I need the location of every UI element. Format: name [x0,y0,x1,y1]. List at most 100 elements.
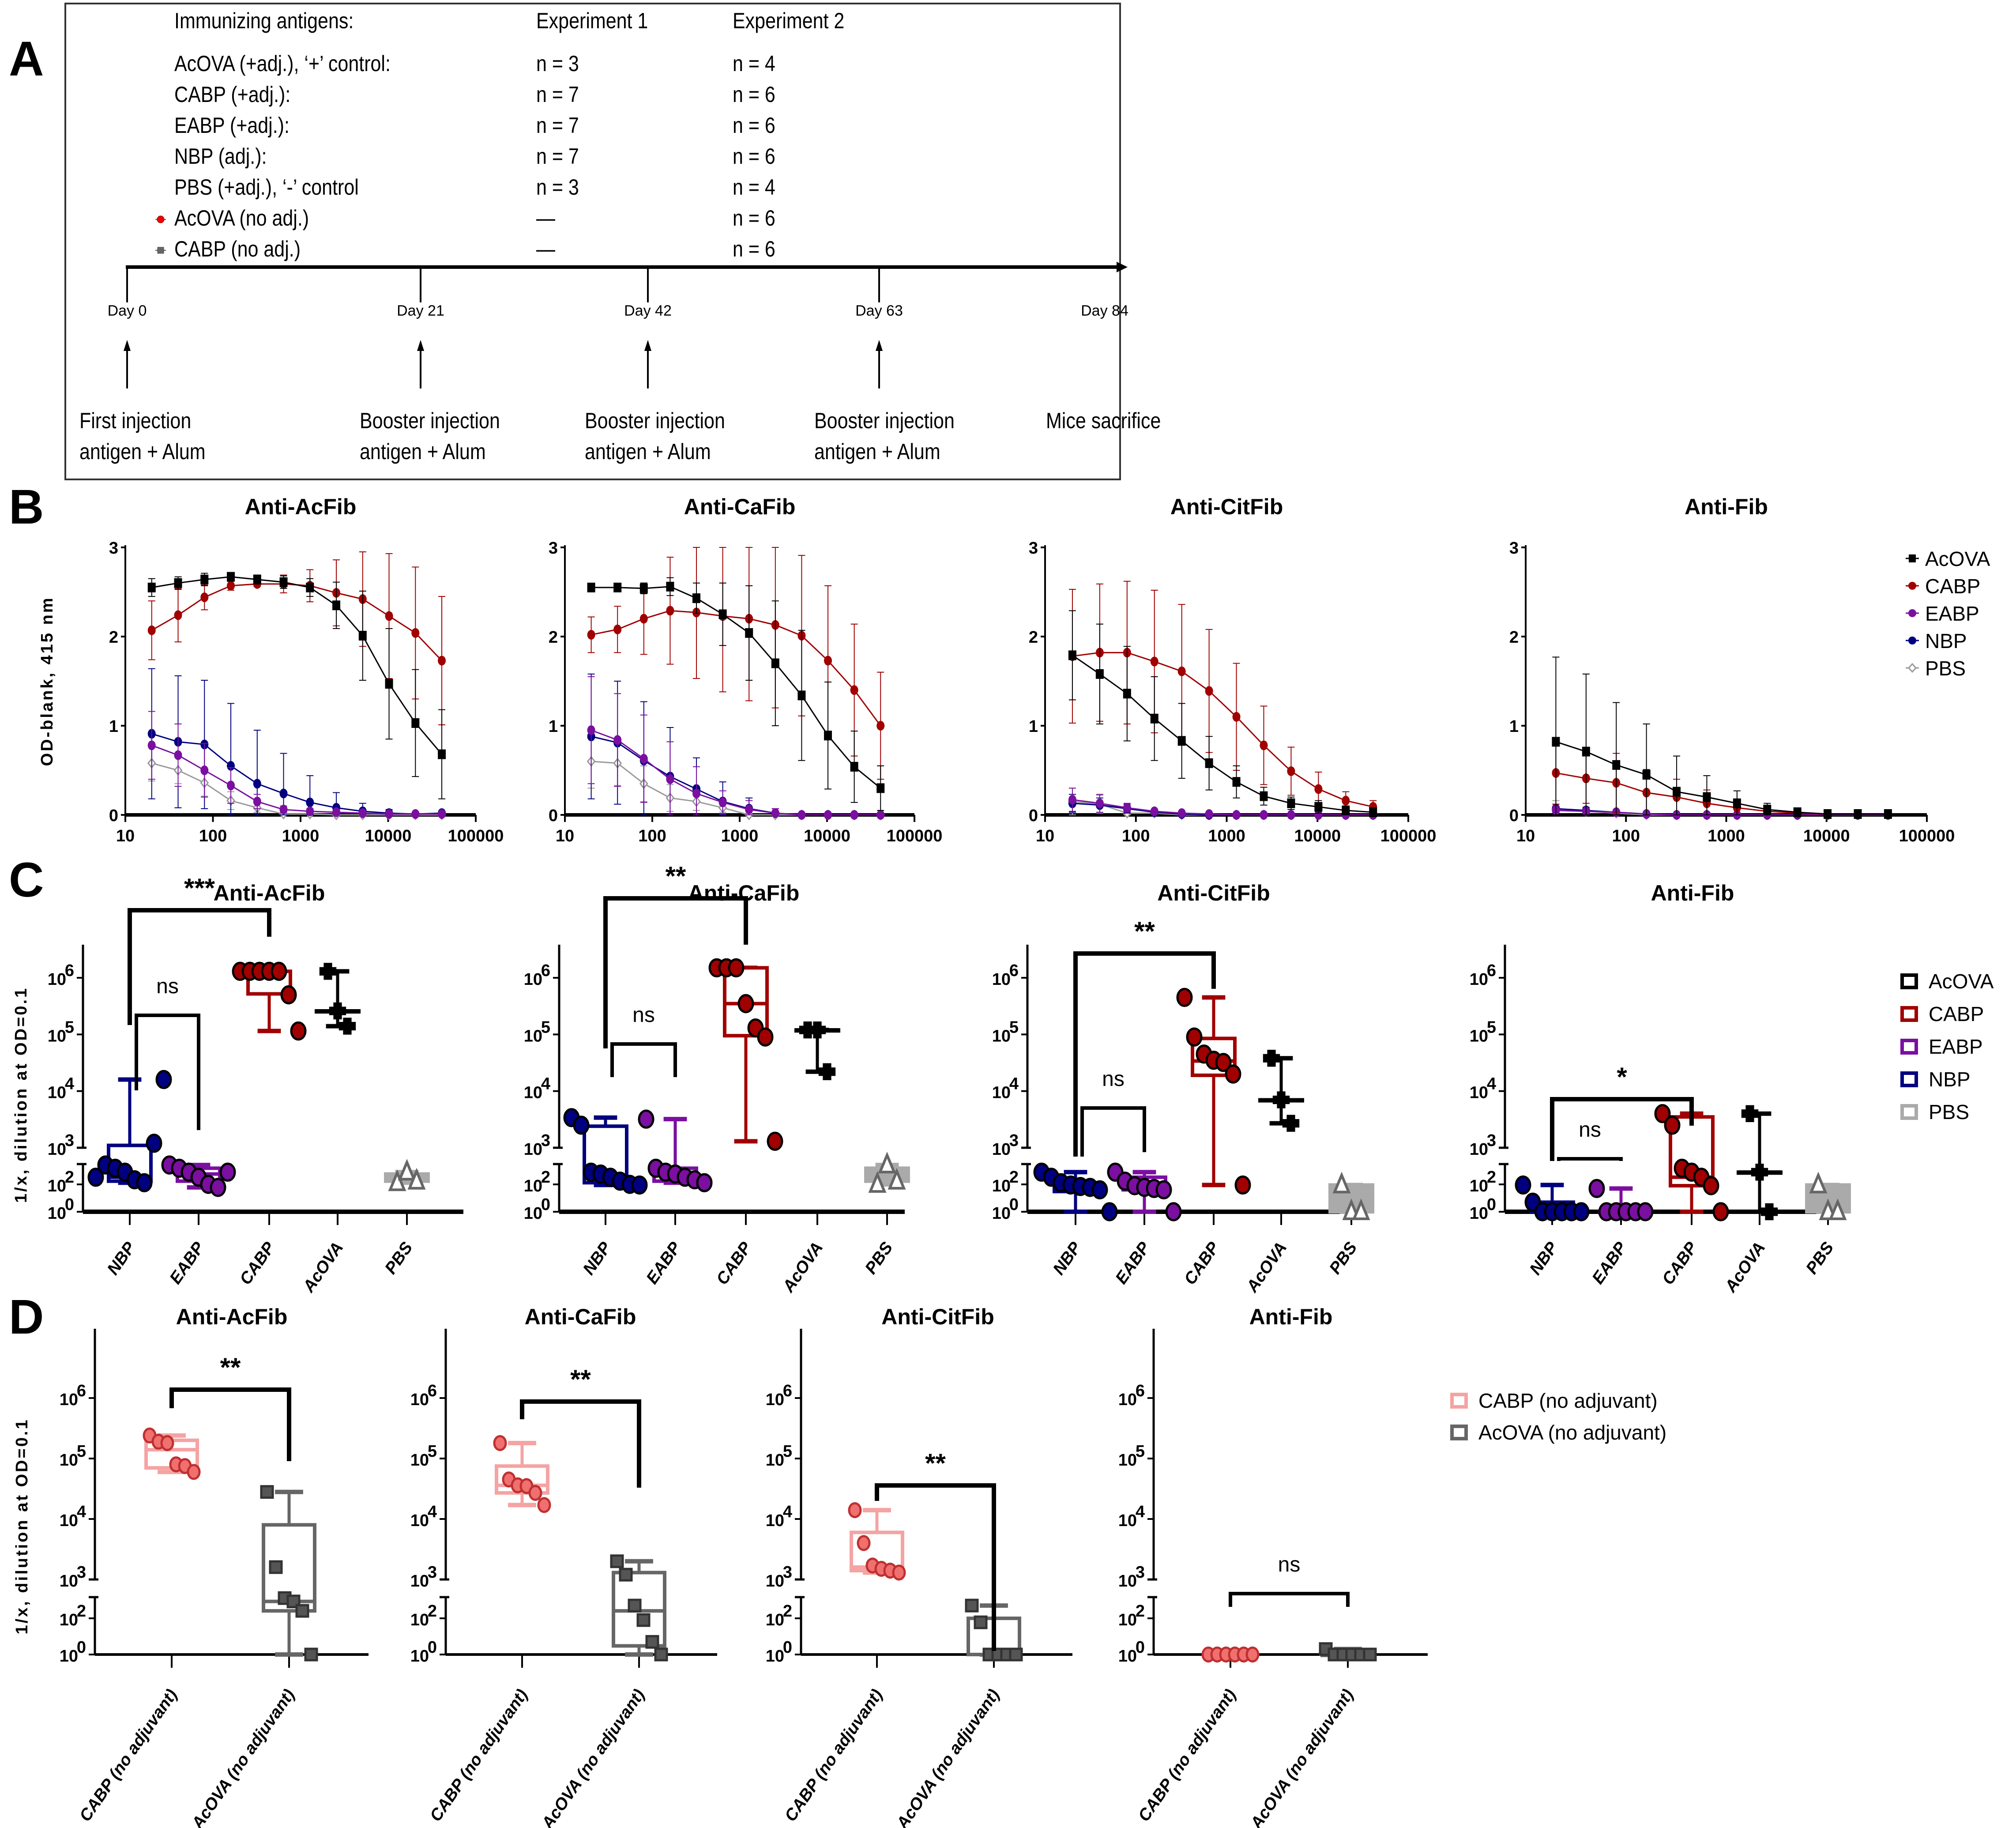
data-point-circle [1091,1180,1108,1200]
red-circle-marker-icon [157,215,165,223]
x-tick-label: 1000 [1708,827,1745,845]
series-nbp [147,668,446,819]
data-point-circle [638,1109,654,1129]
data-point-cross [1745,1105,1754,1122]
data-point-square [610,1554,624,1568]
data-point-square [771,658,779,668]
data-point-cross [343,1018,352,1035]
data-point-circle [876,810,885,820]
bracket-line [610,1042,677,1077]
group-pbs: PBS [861,1151,910,1278]
y-tick-exponent: 0 [783,1638,792,1657]
data-point-square [1068,650,1076,660]
data-point-square [1763,804,1772,814]
group-nbp: NBP [563,1108,648,1278]
data-point-circle [160,1435,174,1451]
series-line [591,586,881,789]
data-point-circle [1573,1202,1590,1221]
data-point-square [645,1635,659,1649]
group-nbp: NBP [1515,1175,1590,1278]
significance-label: ns [1102,1067,1125,1091]
data-point-square [1314,802,1323,812]
y-tick-label: 10 [992,1177,1011,1195]
x-tick-label: 10 [1036,827,1054,845]
chart-title: Anti-AcFib [245,494,357,519]
arrow-up-icon [417,340,424,351]
x-tick-label: CABP [713,1239,756,1289]
row-exp1: — [536,206,555,230]
timeline-arrowhead-icon [1117,262,1128,272]
x-tick-label: AcOVA [1721,1239,1769,1296]
arrow-up-icon [644,340,651,351]
data-point-square [200,574,209,584]
x-tick-label: 1000 [282,827,320,845]
group-eabp: EABP [1588,1179,1654,1288]
series-cabp [587,547,885,780]
data-point-square [1369,807,1377,817]
x-tick-label: AcOVA [779,1239,827,1296]
data-point-circle [692,788,701,799]
group-acova: AcOVA [1243,1050,1304,1296]
significance-bracket: ns [610,1003,677,1077]
y-tick-exponent: 0 [428,1638,437,1657]
x-tick-label: 10000 [1294,827,1341,845]
data-point-circle [876,721,885,731]
legend-item-pbs: PBS [1906,657,1966,680]
legend-label: NBP [1925,629,1967,652]
y-axis-label: 1/x, dilution at OD=0.1 [12,987,30,1203]
significance-label: *** [184,873,215,903]
y-tick-exponent: 0 [1487,1195,1496,1214]
data-point-circle [696,1173,713,1192]
data-point-circle [1155,1180,1172,1200]
chart-title: Anti-CitFib [881,1304,994,1329]
data-point-square [174,578,182,588]
bracket-line [1080,1106,1146,1157]
data-point-circle [639,614,648,624]
legend-item-acova: AcOVA [1900,970,1994,993]
chart-title: Anti-AcFib [176,1304,288,1329]
data-point-square [358,630,367,641]
data-point-circle [771,808,779,818]
significance-label: ** [220,1353,241,1382]
data-point-circle [757,1027,774,1047]
y-tick-exponent: 2 [1009,1168,1019,1187]
bracket-line [875,1483,996,1651]
data-point-square [666,581,674,592]
data-point-circle [1150,656,1158,667]
y-tick-label: 1 [549,717,558,736]
data-point-circle [892,1564,906,1581]
panel-a-timeline-box [64,3,1121,480]
x-tick-label: AcOVA (no adjuvant) [1247,1686,1358,1828]
panel-label-b: B [9,480,44,534]
y-tick-exponent: 5 [1487,1018,1496,1036]
bracket-line [1557,1157,1623,1161]
x-tick-label: NBP [1526,1239,1562,1278]
data-point-circle [767,1131,783,1151]
y-tick-label: 10 [992,1027,1011,1045]
significance-label: ns [632,1003,655,1027]
data-point-square [965,1598,979,1613]
group-cabp: CABP [232,961,307,1288]
y-tick-label: 2 [1029,628,1038,647]
y-tick-label: 10 [766,1572,784,1591]
y-tick-label: 10 [48,1204,66,1223]
data-point-circle [87,1168,104,1187]
series-line [151,745,442,815]
legend-label: CABP (no adjuvant) [1478,1389,1658,1412]
data-point-circle [187,1464,201,1480]
y-tick-label: 1 [1509,717,1519,736]
y-tick-label: 10 [1118,1647,1137,1666]
x-tick-label: AcOVA [299,1239,347,1296]
y-tick-exponent: 5 [65,1018,74,1036]
significance-bracket: ns [135,975,200,1130]
timeline-event-label: Booster injection [814,408,955,433]
timeline-day-label: Day 21 [397,302,444,319]
y-tick-exponent: 5 [1136,1442,1145,1461]
row-exp2: n = 4 [733,51,775,76]
data-point-triangle [868,1171,887,1193]
legend-item-acova: AcOVA [1906,547,1990,570]
series-line [1555,741,1888,815]
bracket-line [603,896,748,1048]
data-point-circle [219,1162,236,1182]
